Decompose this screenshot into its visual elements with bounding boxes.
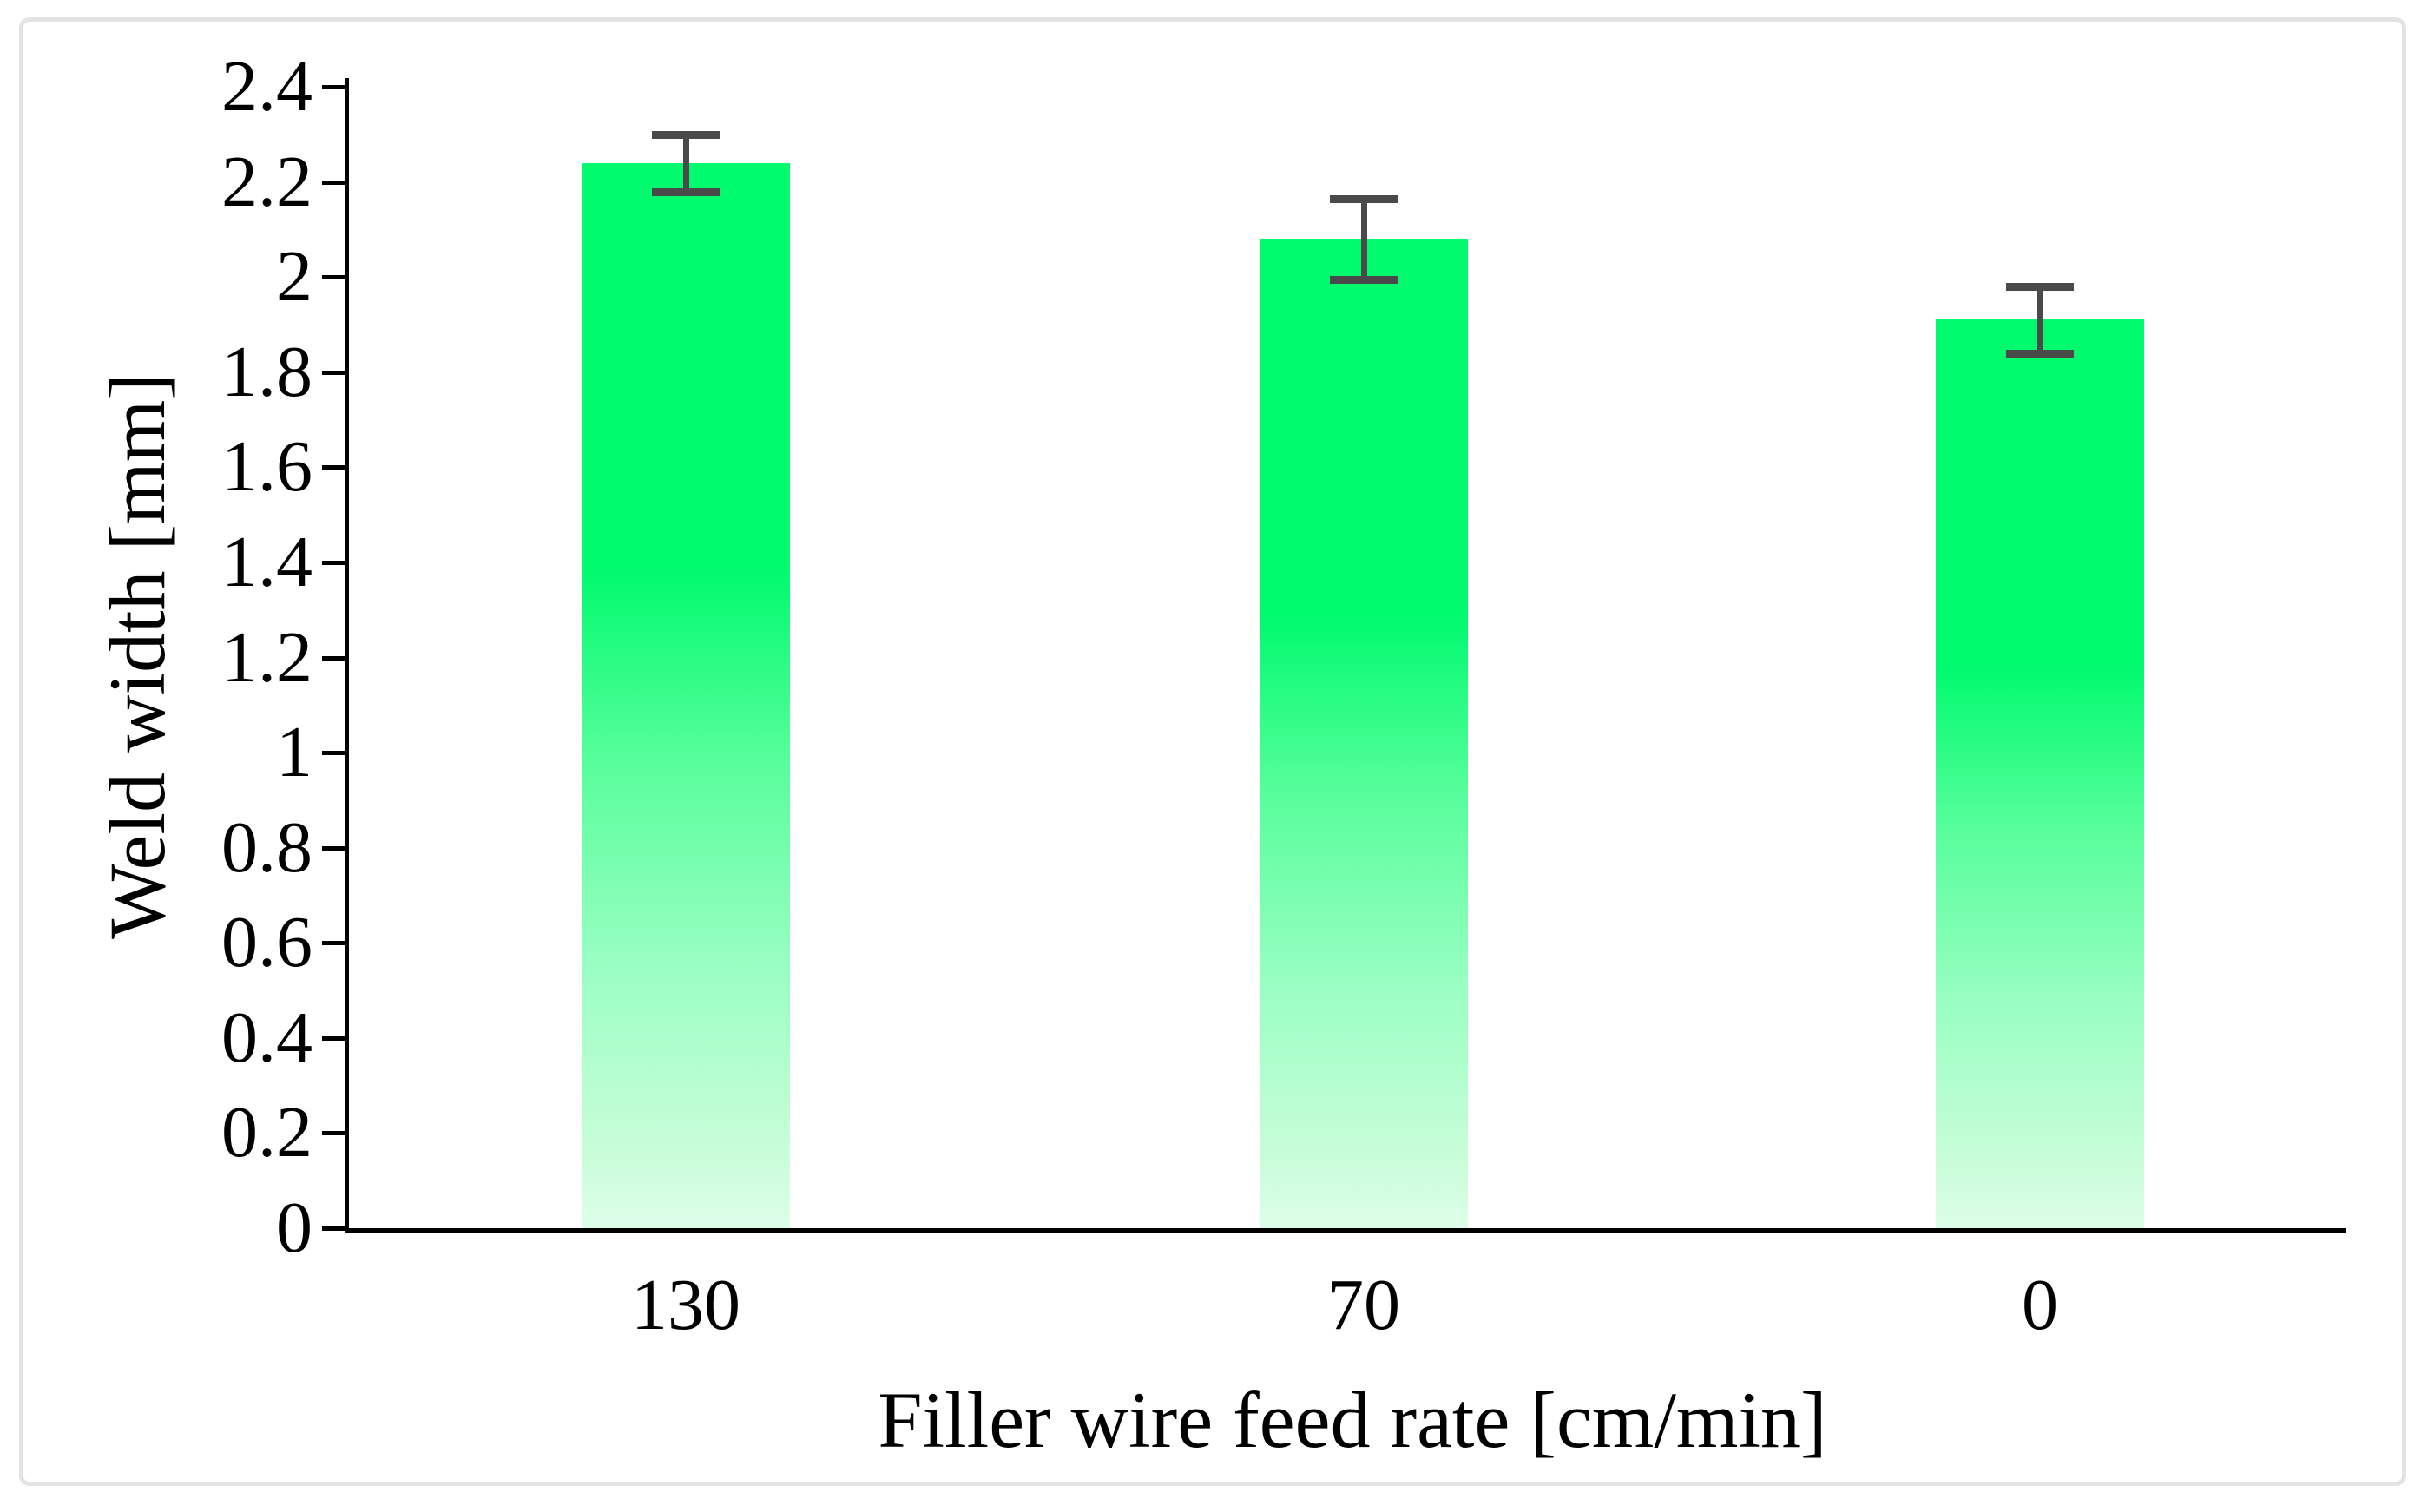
y-tick-mark (322, 751, 345, 756)
y-tick-mark (322, 941, 345, 946)
y-tick-label: 0 (276, 1187, 313, 1268)
error-bar-top-cap (652, 130, 720, 139)
y-tick-label: 2.2 (221, 141, 313, 222)
y-tick-mark (322, 85, 345, 89)
error-bar-top-cap (2006, 283, 2074, 292)
error-bar-top-cap (1330, 194, 1398, 203)
y-tick-mark (322, 1226, 345, 1231)
error-bar-line (2037, 286, 2043, 353)
x-category-label: 70 (1327, 1265, 1400, 1345)
y-tick-label: 1.8 (221, 331, 313, 412)
bar (582, 162, 790, 1228)
y-tick-label: 2 (276, 236, 313, 318)
y-tick-mark (322, 180, 345, 185)
y-tick-label: 2.4 (221, 46, 313, 127)
error-bar-bottom-cap (652, 187, 720, 196)
y-tick-mark (322, 1131, 345, 1136)
y-tick-label: 1.6 (221, 426, 313, 508)
y-tick-label: 1.2 (221, 616, 313, 698)
error-bar-bottom-cap (2006, 349, 2074, 358)
y-tick-label: 0.4 (221, 996, 313, 1078)
y-axis-line (345, 78, 349, 1233)
y-tick-label: 0.6 (221, 902, 313, 983)
error-bar-line (1361, 198, 1367, 279)
error-bar-line (683, 134, 689, 192)
error-bar-bottom-cap (1330, 275, 1398, 284)
y-tick-mark (322, 370, 345, 375)
y-tick-label: 1 (276, 712, 313, 793)
y-tick-mark (322, 1035, 345, 1041)
x-axis-title: Filler wire feed rate [cm/min] (878, 1376, 1827, 1464)
y-tick-label: 0.8 (221, 806, 313, 888)
y-tick-label: 1.4 (221, 521, 313, 602)
x-category-label: 0 (2022, 1265, 2058, 1345)
y-tick-label: 0.2 (221, 1092, 313, 1173)
y-tick-mark (322, 845, 345, 851)
x-axis-line (345, 1228, 2346, 1233)
bar (1260, 239, 1468, 1228)
y-tick-mark (322, 655, 345, 661)
x-category-label: 130 (631, 1265, 740, 1345)
y-tick-mark (322, 465, 345, 470)
y-tick-mark (322, 560, 345, 565)
y-tick-mark (322, 275, 345, 280)
bar (1936, 319, 2144, 1228)
